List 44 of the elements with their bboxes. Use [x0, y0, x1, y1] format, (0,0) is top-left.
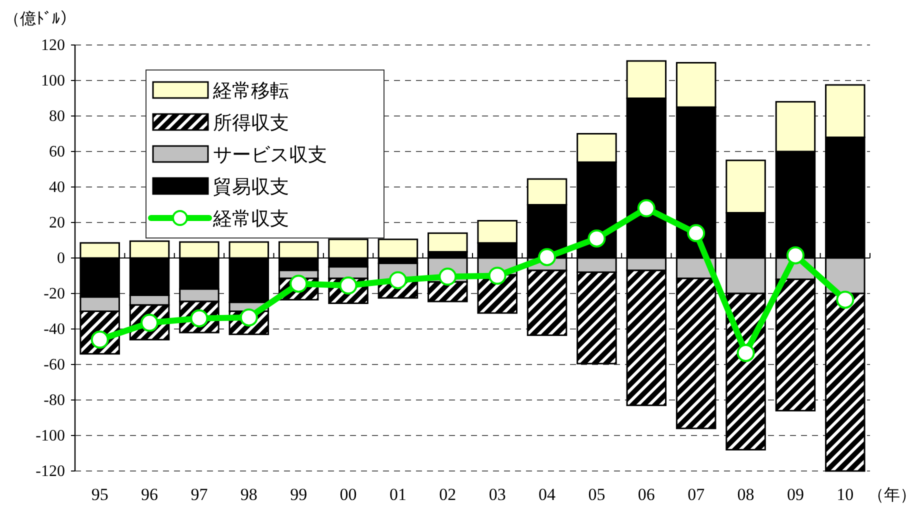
- x-tick-label: 05: [588, 485, 606, 504]
- point: [786, 246, 804, 264]
- y-axis-title: （億ﾄﾞﾙ）: [4, 10, 76, 28]
- legend-label: 貿易収支: [213, 176, 289, 198]
- y-tick-label: 60: [49, 144, 65, 160]
- y-tick-label: -100: [36, 428, 65, 444]
- x-tick-label: 08: [737, 485, 754, 504]
- y-tick-label: 40: [49, 179, 65, 196]
- point: [836, 290, 854, 309]
- x-tick-label: 97: [190, 485, 208, 504]
- point: [736, 344, 755, 362]
- x-tick-label: 95: [91, 485, 108, 504]
- y-tick-label: 0: [57, 250, 65, 267]
- y-tick-label: 100: [41, 72, 65, 90]
- y-tick-label: -20: [44, 286, 65, 302]
- x-tick-label: 99: [290, 485, 308, 504]
- point: [687, 224, 706, 242]
- point: [538, 248, 556, 266]
- x-tick-label: 06: [638, 485, 655, 504]
- x-tick-label: 03: [488, 485, 506, 504]
- legend-label: 所得収支: [213, 112, 289, 134]
- x-tick-label: 01: [389, 485, 406, 504]
- point: [488, 266, 506, 285]
- x-tick-label: 07: [688, 485, 706, 504]
- legend-label: サービス収支: [213, 144, 327, 166]
- y-tick-label: -40: [44, 321, 65, 338]
- x-tick-label: 04: [538, 485, 556, 504]
- y-tick-label: 20: [49, 214, 65, 232]
- x-tick-label: 98: [240, 485, 258, 504]
- y-tick-label: -80: [44, 392, 65, 409]
- x-axis-title: （年）: [868, 487, 916, 504]
- x-tick-label: 10: [836, 485, 854, 504]
- y-tick-label: 80: [49, 108, 65, 125]
- legend-label: 経常収支: [212, 208, 289, 230]
- x-tick-label: 02: [439, 485, 456, 504]
- x-tick-label: 09: [786, 485, 804, 504]
- x-tick-label: 00: [340, 485, 357, 504]
- legend-label: 経常移転: [212, 80, 289, 102]
- y-tick-label: -60: [44, 356, 65, 374]
- x-tick-label: 96: [141, 485, 158, 504]
- point: [637, 199, 656, 218]
- point: [588, 229, 606, 248]
- y-tick-label: 120: [41, 37, 65, 54]
- y-tick-label: -120: [36, 463, 65, 480]
